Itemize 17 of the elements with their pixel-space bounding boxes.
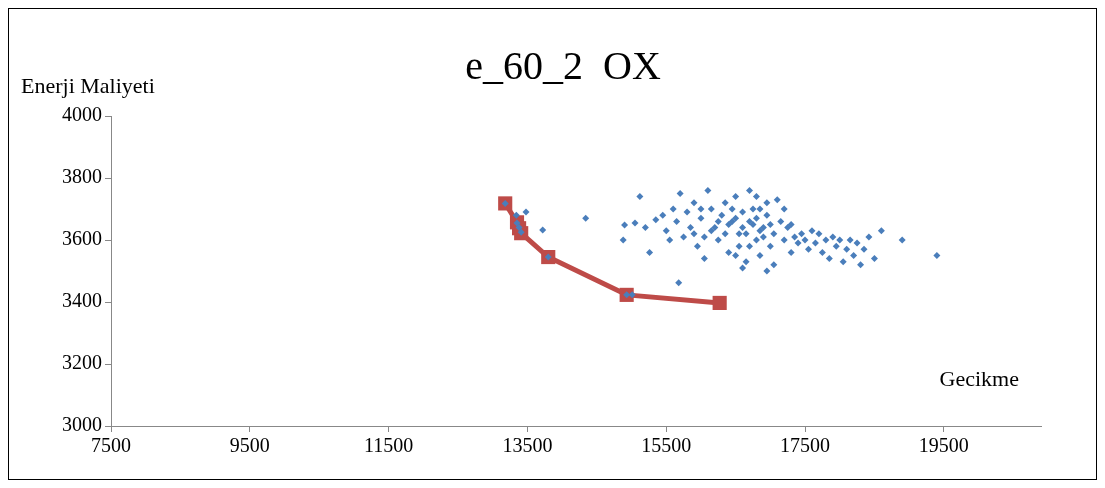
point [712,295,727,310]
x-tick-label: 19500 [918,434,969,457]
x-tick-label: 13500 [502,434,553,457]
chart-title: e_60_2 OX [465,43,661,88]
y-axis-title: Enerji Maliyeti [21,73,155,98]
y-tick-label: 3800 [62,165,102,188]
x-tick-label: 15500 [641,434,692,457]
x-tick-label: 11500 [363,434,414,457]
y-tick-label: 3400 [62,289,102,312]
y-tick-label: 3600 [62,227,102,250]
y-tick-label: 3000 [62,413,102,436]
y-tick-label: 4000 [62,103,102,126]
x-tick-label: 7500 [91,434,131,457]
x-axis-title: Gecikme [939,366,1019,391]
x-tick-label: 9500 [229,434,270,457]
y-tick-label: 3200 [62,351,102,374]
x-tick-label: 17500 [780,434,831,457]
